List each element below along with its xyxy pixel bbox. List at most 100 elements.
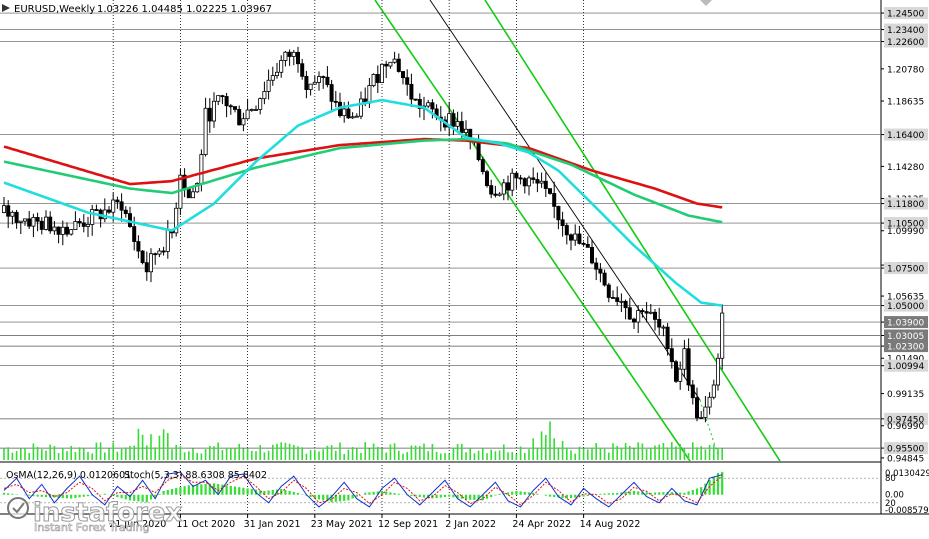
stochastic-signal-line[interactable] xyxy=(3,474,723,506)
moving-average-cyan[interactable] xyxy=(3,98,723,307)
candle-body xyxy=(560,219,565,226)
candle-body xyxy=(136,241,141,252)
collapse-arrow-icon[interactable] xyxy=(2,4,10,12)
candle-body xyxy=(514,172,519,179)
candle-body xyxy=(531,177,536,180)
stochastic-main-line[interactable] xyxy=(3,471,723,508)
candle-body xyxy=(598,268,603,274)
price-tick-label: 1.23400 xyxy=(887,26,924,36)
price-level-tag xyxy=(884,316,928,329)
candle-body xyxy=(241,118,246,126)
price-tick-label: 1.00994 xyxy=(887,362,924,372)
candle-body xyxy=(489,185,494,195)
candle-body xyxy=(548,188,553,194)
candle-body xyxy=(674,361,679,382)
candle-body xyxy=(157,250,162,255)
price-tick-label: 1.02300 xyxy=(887,343,924,353)
candle-body xyxy=(312,81,317,85)
price-level-tag xyxy=(884,299,928,312)
candle-body xyxy=(245,109,250,120)
candle-body xyxy=(665,326,670,350)
candle-body xyxy=(552,193,557,207)
candle-body xyxy=(2,205,7,213)
candle-body xyxy=(451,113,456,127)
candle-body xyxy=(497,193,502,196)
candle-body xyxy=(615,297,620,302)
candle-body xyxy=(405,77,410,85)
candle-body xyxy=(35,217,40,222)
candle-body xyxy=(22,218,27,222)
candle-body xyxy=(287,51,292,57)
candle-body xyxy=(107,209,112,213)
candle-body xyxy=(90,209,95,225)
candle-body xyxy=(430,102,435,110)
candle-body xyxy=(6,205,11,217)
candle-body xyxy=(258,98,263,110)
candle-body xyxy=(211,100,216,122)
candle-body xyxy=(623,300,628,309)
candle-body xyxy=(266,79,271,92)
trend-channel-line[interactable] xyxy=(484,0,781,461)
price-level-tag xyxy=(884,262,928,275)
price-level-tag xyxy=(884,7,928,20)
price-tick-label: 0.94845 xyxy=(887,454,924,464)
trend-channel-line[interactable] xyxy=(429,0,701,401)
candle-body xyxy=(144,262,149,273)
logo-brand-text: instaforex xyxy=(33,498,183,528)
candle-body xyxy=(65,226,70,235)
candle-body xyxy=(10,211,15,217)
candle-body xyxy=(249,109,254,111)
price-tick-label: 1.14280 xyxy=(887,163,924,173)
candle-body xyxy=(342,108,347,117)
candle-body xyxy=(199,154,204,184)
candle-body xyxy=(274,71,279,77)
oscillator-tick-label: 0.00 xyxy=(885,491,904,501)
candle-body xyxy=(644,311,649,314)
candle-body xyxy=(527,177,532,187)
candle-body xyxy=(358,98,363,117)
price-level-tag xyxy=(884,217,928,230)
candle-body xyxy=(602,272,607,286)
candle-body xyxy=(518,177,523,180)
trend-channel-line[interactable] xyxy=(374,0,691,461)
candle-body xyxy=(262,91,267,100)
candle-body xyxy=(161,250,166,253)
price-level-tag xyxy=(884,197,928,210)
candle-body xyxy=(283,51,288,61)
price-tick-label: 1.07500 xyxy=(887,265,924,275)
price-level-tag xyxy=(884,23,928,36)
candle-body xyxy=(60,226,65,235)
candle-body xyxy=(417,98,422,109)
price-tick-label: 1.05000 xyxy=(887,302,924,312)
price-tick-label: 1.03005 xyxy=(887,332,924,342)
candle-body xyxy=(640,310,645,312)
candle-body xyxy=(581,243,586,245)
candle-body xyxy=(123,209,128,215)
instaforex-logo-icon xyxy=(7,497,29,519)
candle-body xyxy=(510,172,515,191)
time-tick-label: 24 Apr 2022 xyxy=(512,519,571,530)
candle-body xyxy=(669,348,674,363)
candle-body xyxy=(535,179,540,184)
moving-average-red[interactable] xyxy=(3,137,723,209)
time-tick-label: 21 Jun 2020 xyxy=(109,519,166,530)
candle-body xyxy=(270,75,275,81)
candle-body xyxy=(632,318,637,323)
time-axis: 21 Jun 2020 11 Oct 2020 31 Jan 2021 23 May … xyxy=(109,514,640,530)
moving-average-green[interactable] xyxy=(3,137,723,224)
chart-shift-marker-icon[interactable] xyxy=(700,0,712,6)
candle-body xyxy=(426,102,431,107)
price-tick-label: 1.03900 xyxy=(887,319,924,329)
candle-body xyxy=(480,159,485,172)
candle-body xyxy=(594,262,599,270)
candle-body xyxy=(379,63,384,83)
candle-body xyxy=(224,96,229,107)
candle-body xyxy=(493,193,498,196)
price-tick-label: 1.10500 xyxy=(887,220,924,230)
candle-body xyxy=(459,121,464,134)
candle-body xyxy=(27,218,32,227)
candle-body xyxy=(661,326,666,329)
